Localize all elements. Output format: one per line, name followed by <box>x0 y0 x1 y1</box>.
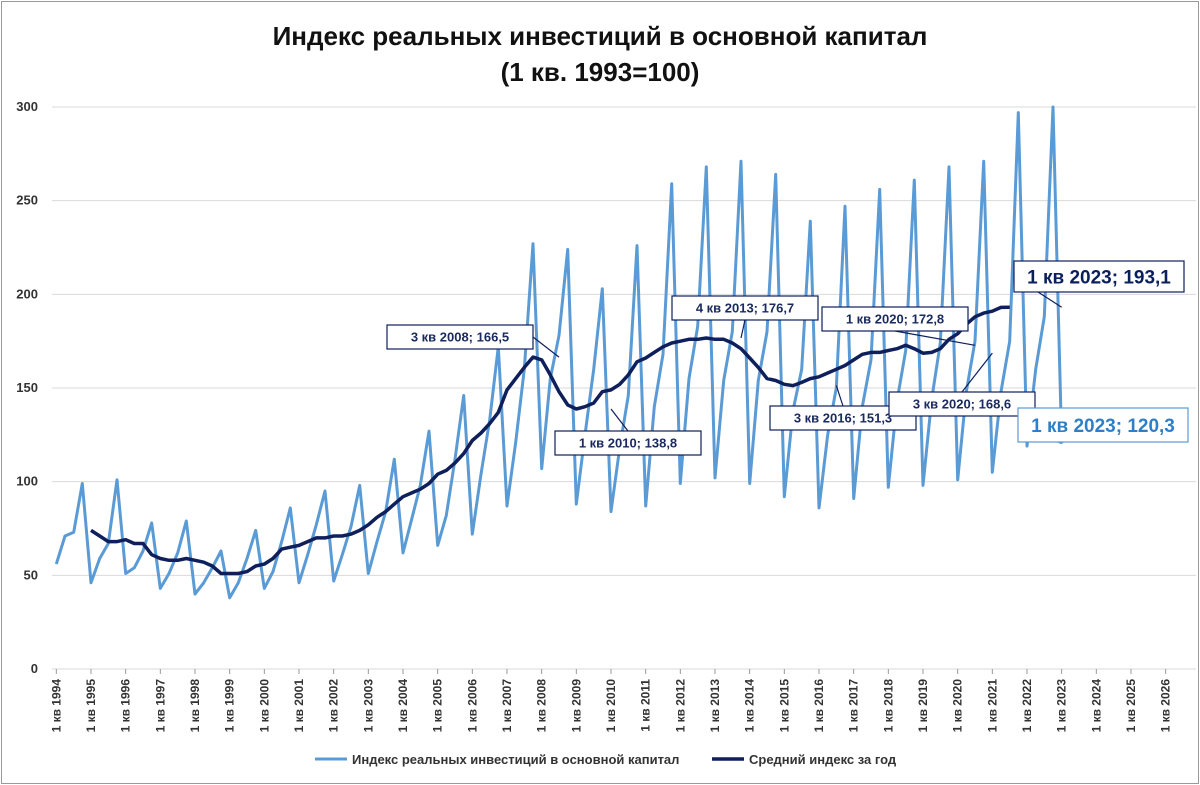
annotation-label-1: 1 кв 2010; 138,8 <box>579 436 677 451</box>
x-tick-label-8: 1 кв 2002 <box>327 679 341 733</box>
grid-lines <box>52 106 1196 670</box>
x-tick-label-28: 1 кв 2022 <box>1020 679 1034 733</box>
annotation-label-3: 3 кв 2016; 151,3 <box>794 411 892 426</box>
annotation-box-0 <box>386 324 534 350</box>
annotations: 3 кв 2008; 166,5 1 кв 2010; 138,8 4 кв 201… <box>386 260 1189 456</box>
series-line-annual <box>90 305 1010 576</box>
annotation-label-7: 1 кв 2023; 120,3 <box>1031 416 1175 437</box>
x-tick-label-2: 1 кв 1996 <box>119 679 133 733</box>
y-tick-label-100: 100 <box>16 474 38 489</box>
annotation-box-2 <box>671 295 819 321</box>
x-tick-label-11: 1 кв 2005 <box>431 679 445 733</box>
x-tick-label-23: 1 кв 2017 <box>847 679 861 733</box>
x-tick-label-21: 1 кв 2015 <box>777 679 791 733</box>
x-tick-label-31: 1 кв 2025 <box>1124 679 1138 733</box>
y-axis-ticks: 0 50 100 150 200 250 300 <box>16 99 38 676</box>
legend: Индекс реальных инвестиций в основной ка… <box>315 752 897 767</box>
annotation-label-0: 3 кв 2008; 166,5 <box>411 330 509 345</box>
x-tick-label-29: 1 кв 2023 <box>1055 679 1069 733</box>
annotation-label-4: 1 кв 2020; 172,8 <box>846 312 944 327</box>
x-tick-label-32: 1 кв 2026 <box>1159 679 1173 733</box>
x-axis-ticks: 1 кв 1994 1 кв 1995 1 кв 1996 1 кв 1997 1 кв… <box>49 669 1173 733</box>
y-tick-label-50: 50 <box>24 567 38 582</box>
annotation-box-6 <box>1013 260 1185 293</box>
x-tick-label-17: 1 кв 2011 <box>639 679 653 732</box>
annotation-box-5 <box>888 391 1036 417</box>
x-tick-label-15: 1 кв 2009 <box>569 679 583 733</box>
x-tick-label-18: 1 кв 2012 <box>673 679 687 733</box>
x-tick-label-19: 1 кв 2013 <box>708 679 722 733</box>
annotation-box-4 <box>821 306 969 332</box>
x-tick-label-27: 1 кв 2021 <box>985 679 999 733</box>
annotation-leader-3 <box>835 385 844 407</box>
x-tick-label-22: 1 кв 2016 <box>812 679 826 733</box>
annotation-label-2: 4 кв 2013; 176,7 <box>696 301 794 316</box>
x-tick-label-13: 1 кв 2007 <box>500 679 514 733</box>
x-tick-label-6: 1 кв 2000 <box>257 679 271 733</box>
annotation-leader-5 <box>961 352 993 393</box>
annotation-label-5: 3 кв 2020; 168,6 <box>913 397 1011 412</box>
legend-label-annual: Средний индекс за год <box>749 752 897 767</box>
x-tick-label-26: 1 кв 2020 <box>951 679 965 733</box>
y-tick-label-200: 200 <box>16 286 38 301</box>
series-line-quarterly <box>54 105 1064 600</box>
x-tick-label-16: 1 кв 2010 <box>604 679 618 733</box>
x-tick-label-5: 1 кв 1999 <box>223 679 237 733</box>
annotation-box-7 <box>1017 407 1189 443</box>
x-tick-label-14: 1 кв 2008 <box>535 679 549 733</box>
y-tick-label-300: 300 <box>16 99 38 114</box>
x-tick-label-7: 1 кв 2001 <box>292 679 306 733</box>
x-tick-label-24: 1 кв 2018 <box>881 679 895 733</box>
x-tick-label-4: 1 кв 1998 <box>188 679 202 733</box>
annotation-leader-0 <box>532 336 560 358</box>
x-tick-label-1: 1 кв 1995 <box>84 679 98 733</box>
x-tick-label-25: 1 кв 2019 <box>916 679 930 733</box>
annotation-label-6: 1 кв 2023; 193,1 <box>1027 267 1171 288</box>
y-tick-label-250: 250 <box>16 193 38 208</box>
x-tick-label-9: 1 кв 2003 <box>361 679 375 733</box>
annotation-leader-1 <box>610 408 629 432</box>
annotation-leader-4 <box>894 330 976 346</box>
x-tick-label-10: 1 кв 2004 <box>396 679 410 733</box>
legend-label-quarterly: Индекс реальных инвестиций в основной ка… <box>352 752 679 767</box>
x-tick-label-30: 1 кв 2024 <box>1089 679 1103 733</box>
annotation-box-1 <box>554 430 702 456</box>
x-tick-label-20: 1 кв 2014 <box>743 679 757 733</box>
chart-subtitle: (1 кв. 1993=100) <box>501 57 700 87</box>
x-tick-label-0: 1 кв 1994 <box>49 679 63 733</box>
annotation-leader-2 <box>740 319 746 339</box>
series-lines <box>54 105 1064 600</box>
y-tick-label-150: 150 <box>16 380 38 395</box>
x-tick-label-3: 1 кв 1997 <box>153 679 167 733</box>
x-tick-label-12: 1 кв 2006 <box>465 679 479 733</box>
chart-title: Индекс реальных инвестиций в основной ка… <box>273 21 928 51</box>
y-tick-label-0: 0 <box>31 661 38 676</box>
